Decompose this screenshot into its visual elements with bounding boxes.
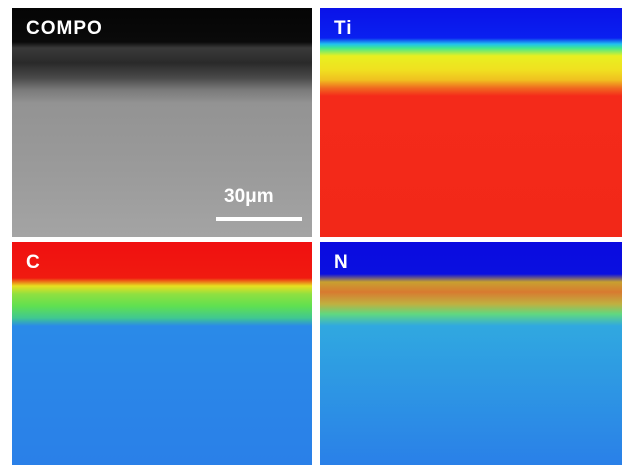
panel-label: N bbox=[334, 252, 349, 273]
c-panel: C bbox=[12, 242, 312, 465]
n-panel: N bbox=[320, 242, 622, 465]
panel-label: COMPO bbox=[26, 18, 103, 39]
ti-panel: Ti bbox=[320, 8, 622, 237]
panel-label: C bbox=[26, 252, 41, 273]
panel-label: Ti bbox=[334, 18, 353, 39]
scale-bar bbox=[216, 217, 302, 221]
scale-label: 30μm bbox=[224, 186, 274, 207]
compo-panel: COMPO bbox=[12, 8, 312, 237]
